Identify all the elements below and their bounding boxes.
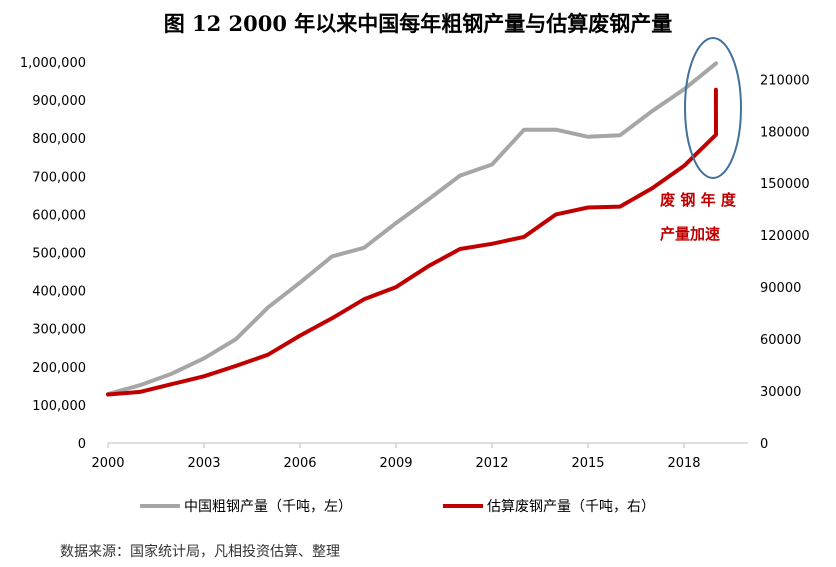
axes: 2000 2003 2006 2009 2012 2015 2018 0 100,000 200,…	[20, 56, 810, 471]
y-left-tick-label: 1,000,000	[20, 56, 86, 71]
legend-label: 估算废钢产量（千吨，右）	[487, 499, 655, 515]
legend-label: 中国粗钢产量（千吨，左）	[184, 499, 352, 515]
x-tick-label: 2000	[91, 456, 124, 471]
y-left-tick-label: 200,000	[32, 361, 86, 376]
x-tick-label: 2003	[187, 456, 220, 471]
y-left-tick-label: 700,000	[32, 170, 86, 185]
y-left-tick-label: 900,000	[32, 94, 86, 109]
y-left-tick-label: 0	[78, 437, 86, 452]
chart-title: 图 12 2000 年以来中国每年粗钢产量与估算废钢产量	[163, 11, 673, 36]
legend: 中国粗钢产量（千吨，左） 估算废钢产量（千吨，右）	[140, 499, 655, 515]
y-left-tick-label: 600,000	[32, 208, 86, 223]
x-tick-label: 2018	[667, 456, 700, 471]
x-tick-label: 2009	[379, 456, 412, 471]
x-tick-label: 2015	[571, 456, 604, 471]
y-right-tick-label: 210000	[760, 73, 810, 88]
series-line-crude-steel	[106, 61, 718, 396]
y-left-tick-label: 800,000	[32, 132, 86, 147]
x-tick-label: 2006	[283, 456, 316, 471]
annotation-line-1: 废 钢 年 度	[660, 191, 737, 209]
series-line-scrap-steel	[106, 87, 718, 397]
y-left-tick-label: 400,000	[32, 285, 86, 300]
y-right-tick-label: 90000	[760, 281, 801, 296]
y-right-tick-label: 150000	[760, 177, 810, 192]
y-left-tick-label: 500,000	[32, 247, 86, 262]
series-layer	[106, 61, 718, 397]
y-right-tick-label: 120000	[760, 229, 810, 244]
x-tick-label: 2012	[475, 456, 508, 471]
y-right-tick-label: 0	[760, 437, 768, 452]
highlight-ellipse	[684, 37, 742, 179]
y-right-tick-label: 60000	[760, 333, 801, 348]
source-note: 数据来源：国家统计局，凡相投资估算、整理	[60, 544, 340, 560]
y-right-tick-label: 180000	[760, 125, 810, 140]
annotation-line-2: 产量加速	[660, 225, 720, 243]
y-left-tick-label: 300,000	[32, 323, 86, 338]
y-left-tick-label: 100,000	[32, 399, 86, 414]
y-right-tick-label: 30000	[760, 385, 801, 400]
